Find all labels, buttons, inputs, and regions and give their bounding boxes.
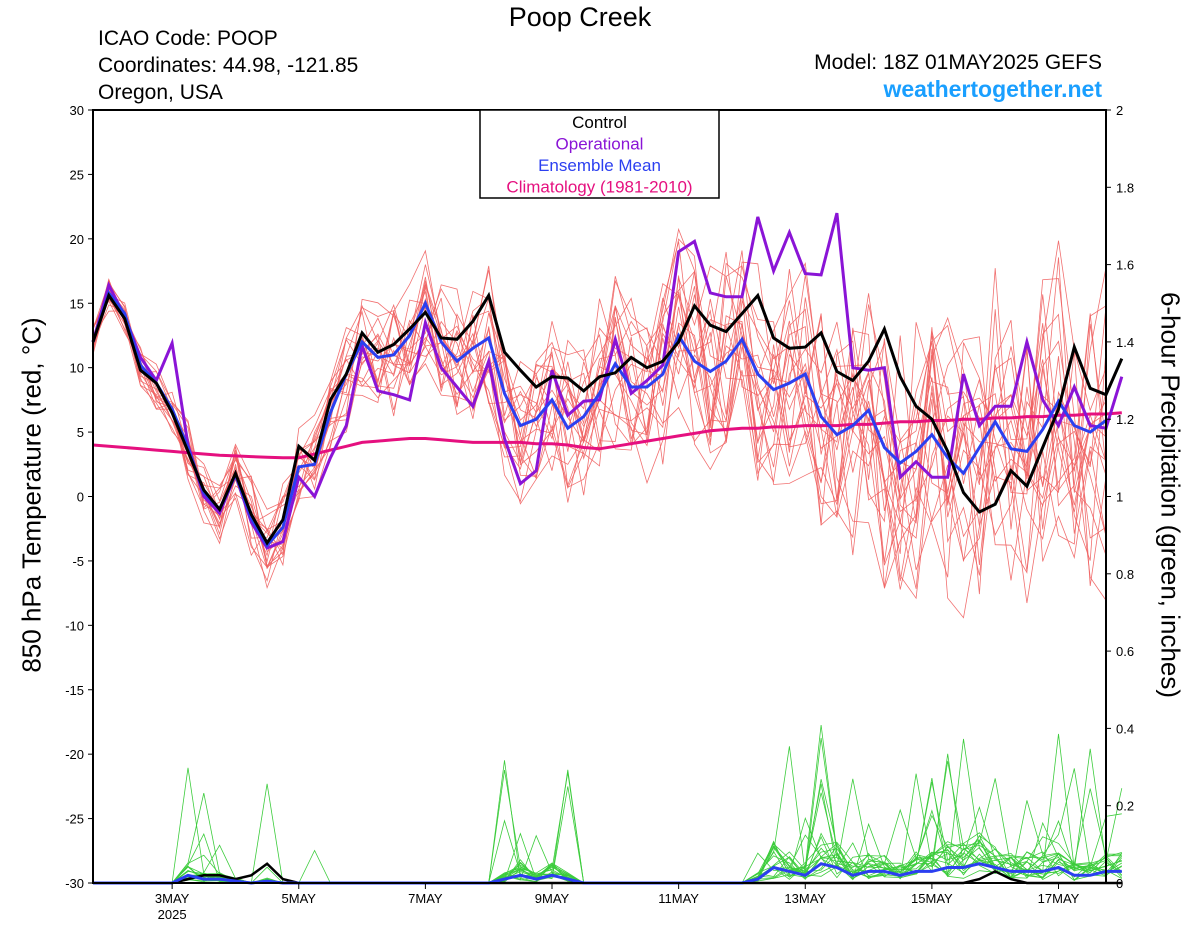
member-precip-line (93, 760, 1123, 884)
member-temp-line (92, 286, 1107, 571)
x-tick-sublabel: 2025 (158, 907, 187, 922)
website-link[interactable]: weathertogether.net (883, 76, 1102, 102)
y2-tick-label: 1.2 (1116, 412, 1134, 427)
x-tick-label: 15MAY (911, 891, 953, 906)
y-tick-label: -25 (65, 812, 84, 827)
y2-tick-label: 1.6 (1116, 258, 1134, 273)
member-temp-line (92, 278, 1107, 557)
member-temp-line (92, 261, 1107, 554)
x-tick-label: 9MAY (535, 891, 570, 906)
y2-tick-label: 1.4 (1116, 335, 1134, 350)
member-precip-line (93, 808, 1123, 884)
legend-entry: Control (572, 113, 627, 132)
x-tick-label: 11MAY (658, 891, 699, 906)
y2-tick-label: 0.6 (1116, 644, 1134, 659)
y-tick-label: 20 (70, 232, 84, 247)
member-temp-line (92, 267, 1107, 570)
legend-entry: Operational (556, 135, 644, 154)
member-temp-line (92, 238, 1107, 589)
y-tick-label: -10 (65, 618, 84, 633)
y-tick-label: 10 (70, 361, 84, 376)
legend-entry: Climatology (1981-2010) (506, 178, 692, 197)
x-tick-label: 7MAY (408, 891, 443, 906)
icao-code: ICAO Code: POOP (98, 27, 278, 50)
ensemble-members-temperature (92, 227, 1107, 619)
y2-tick-label: 1 (1116, 490, 1123, 505)
x-tick-label: 13MAY (784, 891, 826, 906)
main-series (91, 212, 1124, 885)
legend-entry: Ensemble Mean (538, 156, 661, 175)
x-tick-label: 17MAY (1038, 891, 1080, 906)
climatology-line (92, 411, 1122, 460)
y-tick-label: 15 (70, 296, 84, 311)
ensemble-members-precipitation (93, 724, 1123, 884)
member-temp-line (92, 261, 1107, 595)
y-tick-label: -5 (72, 554, 84, 569)
member-precip-line (93, 737, 1122, 884)
control-line (91, 291, 1124, 546)
y2-tick-label: 0.4 (1116, 721, 1134, 736)
coordinates: Coordinates: 44.98, -121.85 (98, 54, 359, 77)
x-tick-label: 3MAY (155, 891, 190, 906)
y-tick-label: 5 (77, 425, 84, 440)
y-tick-label: 30 (70, 103, 84, 118)
ensemble-mean-precip-line (93, 862, 1122, 885)
y2-tick-label: 1.8 (1116, 180, 1134, 195)
member-precip-line (93, 753, 1122, 884)
y-tick-label: -15 (65, 683, 84, 698)
x-tick-label: 5MAY (282, 891, 317, 906)
region-label: Oregon, USA (98, 81, 223, 104)
member-precip-line (93, 738, 1123, 884)
member-temp-line (92, 251, 1107, 567)
y-tick-label: 0 (77, 490, 84, 505)
legend-box (479, 109, 720, 199)
member-temp-line (92, 257, 1107, 567)
y2-tick-label: 2 (1116, 103, 1123, 118)
y-tick-label: -30 (65, 876, 84, 891)
y2-tick-label: 0.2 (1116, 799, 1134, 814)
member-precip-line (93, 814, 1123, 884)
chart-title: Poop Creek (508, 2, 652, 32)
y2-tick-label: 0 (1116, 876, 1123, 891)
y-tick-label: -20 (65, 747, 84, 762)
member-temp-line (92, 227, 1107, 589)
model-run: Model: 18Z 01MAY2025 GEFS (814, 51, 1102, 74)
member-temp-line (92, 262, 1107, 565)
axes: 302520151050-5-10-15-20-25-3021.81.61.41… (65, 103, 1134, 922)
y2-tick-label: 0.8 (1116, 567, 1134, 582)
y-tick-label: 25 (70, 167, 84, 182)
legend: Control Operational Ensemble Mean Climatolo… (479, 109, 720, 199)
